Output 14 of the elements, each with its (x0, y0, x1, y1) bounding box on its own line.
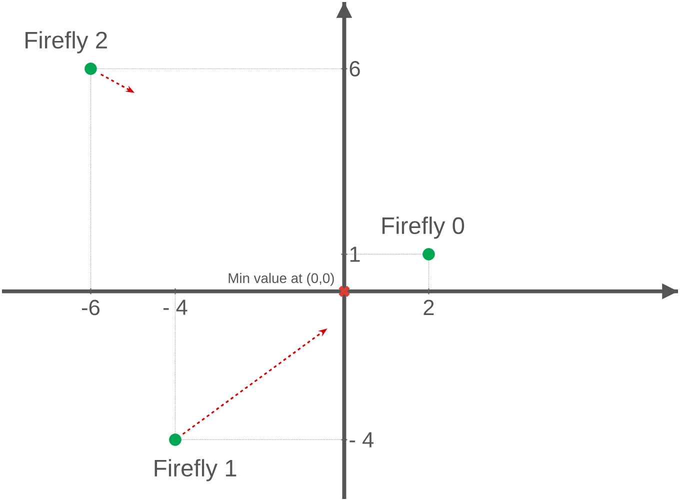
x-tick-label: - 4 (163, 300, 188, 315)
annotation: Firefly 1 (154, 459, 236, 482)
point (84, 62, 97, 75)
x-tick-label: 2 (424, 300, 434, 315)
y-tick-label: - 4 (350, 432, 374, 448)
annotation: Firefly 2 (26, 31, 107, 54)
x-tick-label: -6 (82, 300, 100, 316)
point (338, 285, 350, 298)
point (422, 248, 435, 260)
point (169, 434, 182, 446)
y-tick-label: 1 (350, 246, 360, 262)
annotation: Min value at (0,0) (228, 272, 334, 286)
annotation: Firefly 0 (382, 216, 464, 239)
y-tick-label: 6 (350, 61, 360, 76)
